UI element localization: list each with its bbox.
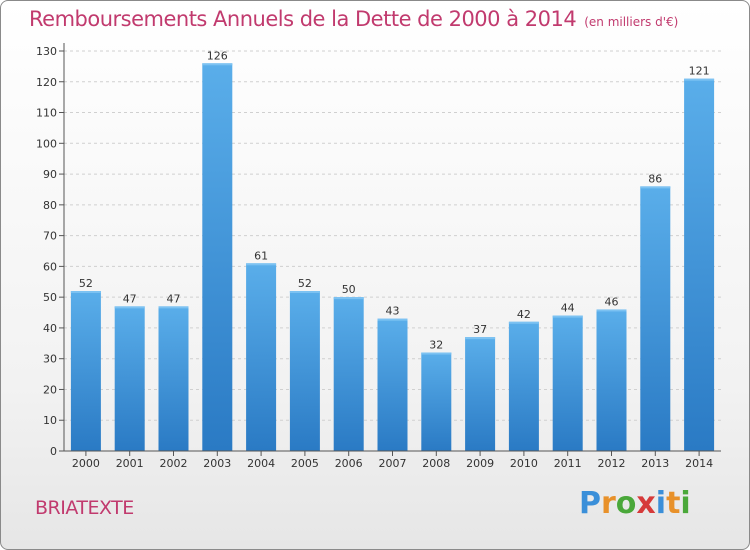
- bar-value-label: 37: [473, 323, 487, 336]
- bar-value-label: 47: [123, 292, 137, 305]
- y-tick-label: 0: [50, 445, 57, 458]
- brand-letter: i: [655, 486, 667, 521]
- bar-2011: [552, 315, 583, 451]
- bar-top-highlight: [289, 291, 320, 293]
- bar-value-label: 61: [254, 249, 268, 262]
- x-tick-label: 2001: [116, 457, 144, 470]
- bar-value-label: 52: [298, 277, 312, 290]
- x-tick-label: 2012: [598, 457, 626, 470]
- bar-2007: [377, 318, 408, 451]
- bar-2013: [640, 186, 671, 451]
- y-tick-label: 110: [36, 107, 57, 120]
- x-tick-label: 2010: [510, 457, 538, 470]
- x-tick-label: 2002: [160, 457, 188, 470]
- bar-value-label: 126: [207, 49, 228, 62]
- bar-value-label: 47: [167, 292, 181, 305]
- y-tick-label: 30: [43, 353, 57, 366]
- bar-value-label: 46: [605, 295, 619, 308]
- bar-top-highlight: [640, 186, 671, 189]
- y-tick-label: 70: [43, 230, 57, 243]
- bar-top-highlight: [202, 63, 233, 66]
- bar-top-highlight: [70, 291, 101, 293]
- bar-top-highlight: [377, 318, 408, 321]
- y-tick-label: 20: [43, 383, 57, 396]
- x-tick-label: 2007: [379, 457, 407, 470]
- y-tick-label: 50: [43, 291, 57, 304]
- bar-2003: [202, 63, 233, 452]
- commune-name: BRIATEXTE: [35, 497, 134, 519]
- chart-title: Remboursements Annuels de la Dette de 20…: [29, 7, 678, 31]
- brand-letter: r: [601, 486, 616, 521]
- x-tick-label: 2004: [247, 457, 275, 470]
- bar-value-label: 86: [648, 172, 662, 185]
- bar-2002: [158, 306, 189, 451]
- bar-2001: [114, 306, 145, 451]
- bar-top-highlight: [552, 315, 583, 318]
- bar-top-highlight: [246, 263, 277, 266]
- chart-title-text: Remboursements Annuels de la Dette de 20…: [29, 7, 577, 31]
- brand-letter: t: [666, 486, 681, 521]
- bar-value-label: 121: [689, 65, 710, 78]
- bar-2014: [684, 78, 715, 451]
- bar-value-label: 42: [517, 308, 531, 321]
- x-tick-label: 2008: [422, 457, 450, 470]
- bar-2008: [421, 352, 452, 451]
- brand-letter: P: [579, 486, 601, 521]
- bar-2000: [70, 291, 101, 451]
- brand-letter: i: [680, 486, 691, 521]
- x-tick-label: 2011: [554, 457, 582, 470]
- bar-top-highlight: [465, 337, 496, 340]
- bar-2009: [465, 337, 496, 451]
- bar-top-highlight: [158, 306, 189, 309]
- bars: 52 47 47 126 61 52 50 43 32 37 42 44 46 86 121: [70, 49, 715, 452]
- x-tick-label: 2009: [466, 457, 494, 470]
- x-tick-label: 2000: [72, 457, 100, 470]
- x-tick-label: 2013: [641, 457, 669, 470]
- bar-value-label: 44: [561, 302, 575, 315]
- x-tick-label: 2014: [685, 457, 713, 470]
- y-tick-label: 130: [36, 45, 57, 58]
- y-tick-label: 80: [43, 199, 57, 212]
- bar-top-highlight: [114, 306, 145, 309]
- bar-top-highlight: [684, 78, 715, 81]
- bar-top-highlight: [596, 309, 627, 312]
- chart-unit: (en milliers d'€): [584, 15, 679, 29]
- bar-value-label: 32: [429, 339, 443, 352]
- proxiti-logo: Proxiti: [579, 486, 691, 521]
- x-tick-label: 2003: [203, 457, 231, 470]
- y-tick-label: 40: [43, 322, 57, 335]
- y-tick-label: 60: [43, 260, 57, 273]
- y-tick-label: 90: [43, 168, 57, 181]
- bar-2005: [289, 291, 320, 451]
- bar-2012: [596, 309, 627, 451]
- brand-letter: x: [636, 486, 656, 521]
- bar-2004: [246, 263, 277, 451]
- x-tick-label: 2006: [335, 457, 363, 470]
- bar-value-label: 43: [386, 305, 400, 318]
- bar-2010: [508, 321, 539, 451]
- bar-top-highlight: [421, 352, 452, 355]
- bar-top-highlight: [333, 297, 364, 300]
- x-tick-label: 2005: [291, 457, 319, 470]
- bar-2006: [333, 297, 364, 451]
- brand-letter: o: [615, 486, 637, 521]
- bar-top-highlight: [508, 321, 539, 324]
- bar-value-label: 52: [79, 277, 93, 290]
- bar-value-label: 50: [342, 283, 356, 296]
- y-tick-label: 120: [36, 76, 57, 89]
- y-tick-label: 10: [43, 414, 57, 427]
- y-tick-label: 100: [36, 137, 57, 150]
- axes: 0 10 20 30 40 50 60 70 80 90 100 110 120 130 2000 2001 2…: [36, 43, 721, 470]
